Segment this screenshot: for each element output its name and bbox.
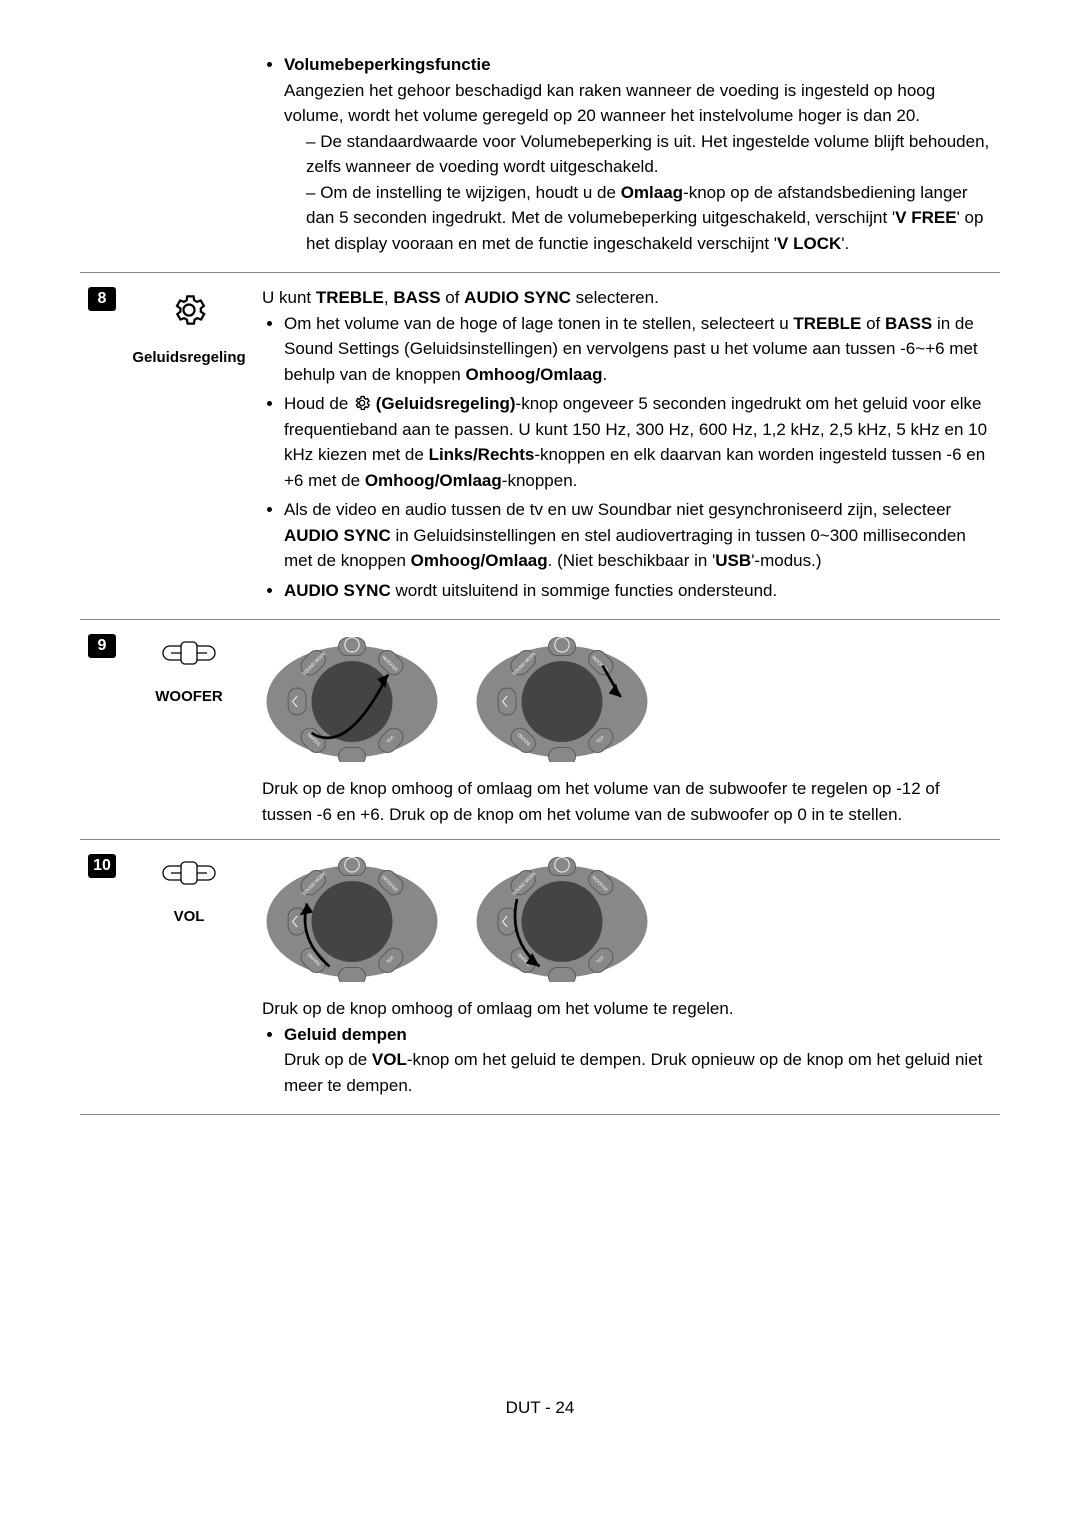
num-badge-9: 9: [88, 634, 116, 658]
gear-icon: [170, 291, 208, 329]
manual-table: Volumebeperkingsfunctie Aangezien het ge…: [80, 40, 1000, 1115]
remote-diagram-up: SOUND MODE WOOFER VOL SOUND: [262, 852, 442, 982]
row-icon-cell: VOL: [124, 840, 254, 1115]
bullet-8-4: AUDIO SYNC wordt uitsluitend in sommige …: [284, 578, 992, 604]
bullet-list: Geluid dempen Druk op de VOL-knop om het…: [262, 1022, 992, 1099]
volbeperking-title: Volumebeperkingsfunctie: [284, 55, 491, 74]
row-num-cell: 8: [80, 273, 124, 620]
row-icon-cell: [124, 40, 254, 273]
row-8: 8 Geluidsregeling U kunt TREBLE, BASS of…: [80, 273, 1000, 620]
remote-diagram-down: SOUND MODE WOOFER VOL SOUND: [472, 852, 652, 982]
row-content-cell: Volumebeperkingsfunctie Aangezien het ge…: [254, 40, 1000, 273]
gear-icon: [353, 394, 371, 412]
row-num-cell: 10: [80, 840, 124, 1115]
remote-diagram-down: SOUND MODE WOOFER VOL SOUND: [472, 632, 652, 762]
row10-sub-title: Geluid dempen: [284, 1025, 407, 1044]
bullet-volbeperking: Volumebeperkingsfunctie Aangezien het ge…: [284, 52, 992, 256]
row-icon-cell: WOOFER: [124, 620, 254, 840]
row10-label: VOL: [132, 906, 246, 929]
bullet-8-2: Houd de (Geluidsregeling)-knop ongeveer …: [284, 391, 992, 493]
bullet-8-3: Als de video en audio tussen de tv en uw…: [284, 497, 992, 574]
row-num-cell: [80, 40, 124, 273]
num-badge-10: 10: [88, 854, 116, 878]
row-content-cell: SOUND MODE WOOFER VOL SOUND SOUND MODE: [254, 620, 1000, 840]
remote-illustration-pair: SOUND MODE WOOFER VOL SOUND SOUND MODE W…: [262, 852, 992, 982]
row-10: 10 VOL SOUND MODE WOOFER VOL SOUN: [80, 840, 1000, 1115]
dash-list: De standaardwaarde voor Volumebeperking …: [284, 129, 992, 257]
row-7-continuation: Volumebeperkingsfunctie Aangezien het ge…: [80, 40, 1000, 273]
row-content-cell: SOUND MODE WOOFER VOL SOUND SOUND MODE W…: [254, 840, 1000, 1115]
row-9: 9 WOOFER SOUND MO: [80, 620, 1000, 840]
row8-intro: U kunt TREBLE, BASS of AUDIO SYNC select…: [262, 285, 992, 311]
row9-para: Druk op de knop omhoog of omlaag om het …: [262, 776, 992, 827]
rocker-icon: [159, 858, 219, 888]
row9-label: WOOFER: [132, 686, 246, 709]
row-content-cell: U kunt TREBLE, BASS of AUDIO SYNC select…: [254, 273, 1000, 620]
num-badge-8: 8: [88, 287, 116, 311]
bullet-10-1: Geluid dempen Druk op de VOL-knop om het…: [284, 1022, 992, 1099]
rocker-icon: [159, 638, 219, 668]
row10-para: Druk op de knop omhoog of omlaag om het …: [262, 996, 992, 1022]
bullet-list: Om het volume van de hoge of lage tonen …: [262, 311, 992, 604]
row-num-cell: 9: [80, 620, 124, 840]
bullet-8-1: Om het volume van de hoge of lage tonen …: [284, 311, 992, 388]
row8-label: Geluidsregeling: [132, 347, 246, 370]
remote-diagram-up: SOUND MODE WOOFER VOL SOUND: [262, 632, 442, 762]
bullet-list: Volumebeperkingsfunctie Aangezien het ge…: [262, 52, 992, 256]
remote-illustration-pair: SOUND MODE WOOFER VOL SOUND SOUND MODE: [262, 632, 992, 762]
volbeperking-para: Aangezien het gehoor beschadigd kan rake…: [284, 81, 935, 126]
row-icon-cell: Geluidsregeling: [124, 273, 254, 620]
dash-1: De standaardwaarde voor Volumebeperking …: [306, 129, 992, 180]
page-footer: DUT - 24: [80, 1395, 1000, 1421]
dash-2: Om de instelling te wijzigen, houdt u de…: [306, 180, 992, 257]
